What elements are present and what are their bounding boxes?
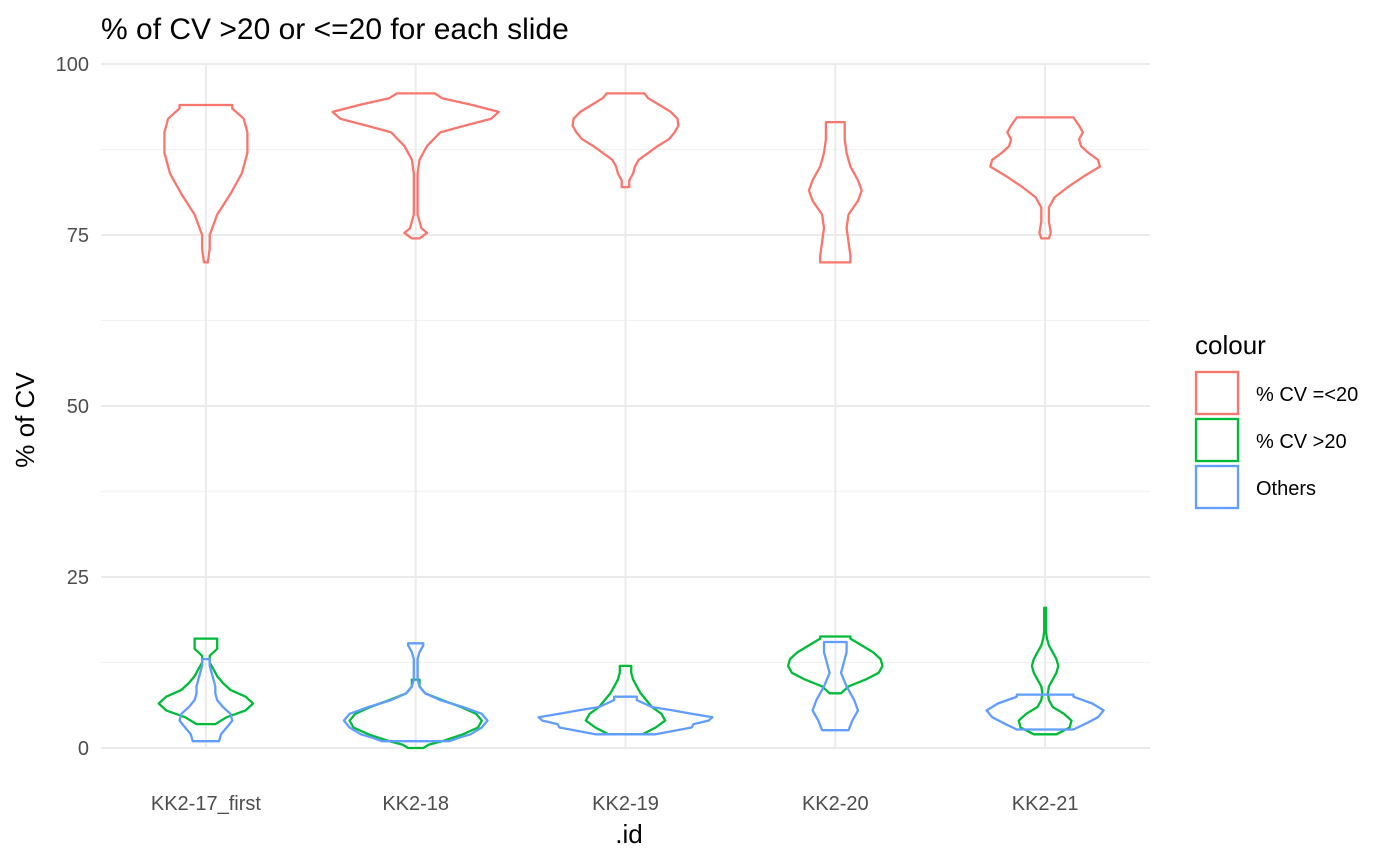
violin-others-kk2-21 <box>985 693 1105 731</box>
y-tick-label: 100 <box>56 54 89 76</box>
y-tick-label: 50 <box>67 396 89 418</box>
y-tick-label: 75 <box>67 225 89 247</box>
violin-cv-20-kk2-19 <box>584 664 667 736</box>
violin-cv-20-kk2-21 <box>989 116 1102 240</box>
x-tick-label: KK2-19 <box>592 793 659 815</box>
violin-cv-20-kk2-18 <box>348 678 483 750</box>
x-tick-label: KK2-21 <box>1012 793 1079 815</box>
violin-cv-20-kk2-18 <box>331 92 500 240</box>
x-tick-labels: KK2-17_first KK2-18 KK2-19 KK2-20 KK2-21 <box>151 793 1079 815</box>
violin-cv-20-kk2-19 <box>571 92 680 189</box>
violin-others-kk2-20 <box>811 640 860 732</box>
violin-others-kk2-17_first <box>178 657 234 743</box>
y-tick-label: 25 <box>67 567 89 589</box>
x-tick-label: KK2-20 <box>802 793 869 815</box>
violins <box>157 92 1105 750</box>
violin-others-kk2-18 <box>342 642 489 743</box>
x-tick-label: KK2-18 <box>382 793 449 815</box>
y-tick-labels: 0 25 50 75 100 <box>56 54 89 760</box>
violin-cv-20-kk2-17_first <box>157 637 255 726</box>
legend-key <box>1194 370 1240 416</box>
legend-label: Others <box>1256 478 1316 500</box>
violin-cv-20-kk2-20 <box>786 635 884 695</box>
legend-title: colour <box>1195 330 1266 360</box>
legend-label: % CV >20 <box>1256 431 1347 453</box>
y-axis-title: % of CV <box>10 372 40 468</box>
grid-lines <box>101 63 1150 749</box>
chart-title: % of CV >20 or <=20 for each slide <box>101 13 569 46</box>
violin-cv-20-kk2-17_first <box>163 103 249 264</box>
legend: colour % CV =<20 % CV >20 Others <box>1194 330 1358 510</box>
violin-others-kk2-19 <box>537 695 714 736</box>
legend-label: % CV =<20 <box>1256 384 1358 406</box>
legend-key <box>1194 417 1240 463</box>
y-tick-label: 0 <box>78 738 89 760</box>
violin-cv-20-kk2-20 <box>807 120 863 264</box>
legend-key <box>1194 464 1240 510</box>
x-tick-label: KK2-17_first <box>151 793 261 815</box>
violin-cv-20-kk2-21 <box>1017 606 1073 736</box>
x-axis-title: .id <box>615 819 642 849</box>
